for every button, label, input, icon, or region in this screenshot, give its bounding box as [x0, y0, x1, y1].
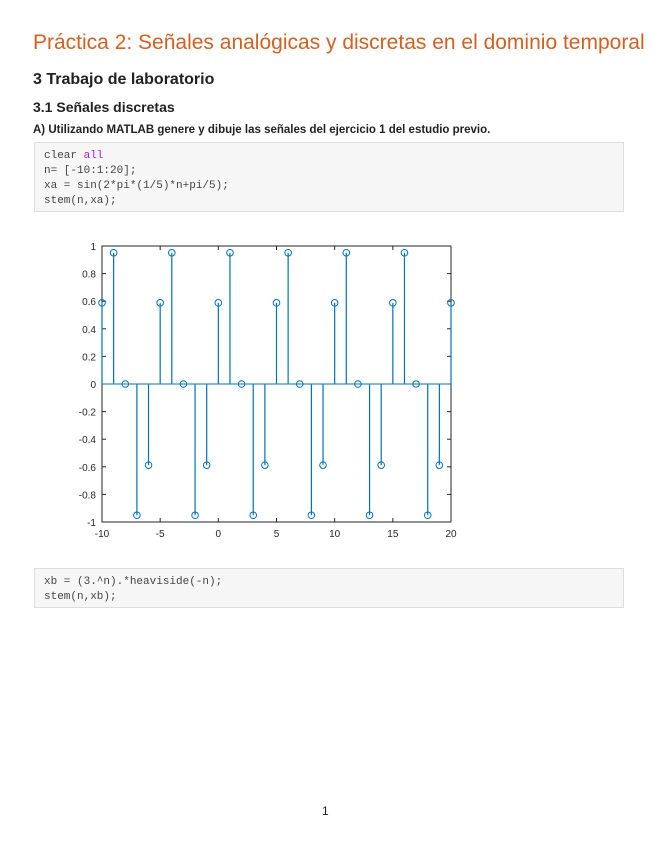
code-line: clear all	[44, 149, 623, 164]
stem-marker	[272, 299, 281, 307]
y-tick-label: -0.4	[79, 435, 97, 446]
stem-marker	[214, 299, 223, 307]
x-tick-label: -5	[156, 529, 165, 540]
y-tick-label: -1	[87, 518, 96, 529]
stem-marker	[156, 299, 164, 307]
stem-marker	[319, 461, 327, 469]
stem-marker	[342, 248, 351, 257]
y-tick-label: 0.6	[82, 297, 96, 308]
stem-marker	[261, 461, 269, 469]
stem-marker	[389, 299, 397, 307]
x-tick-label: 20	[445, 529, 457, 540]
stem-marker	[295, 380, 304, 388]
y-tick-label: 0.8	[82, 270, 96, 281]
code-block-2[interactable]: xb = (3.^n).*heaviside(-n); stem(n,xb);	[34, 568, 624, 608]
stem-marker	[447, 299, 455, 307]
x-tick-label: 5	[274, 529, 280, 540]
stem-marker	[435, 461, 444, 469]
code-line: xb = (3.^n).*heaviside(-n);	[44, 576, 223, 588]
stem-marker	[133, 511, 141, 520]
code-text: clear	[44, 150, 84, 162]
section-heading: 3 Trabajo de laboratorio	[33, 71, 215, 88]
y-tick-label: -0.2	[79, 408, 97, 419]
subsection-heading: 3.1 Señales discretas	[33, 99, 175, 115]
code-line: xa = sin(2*pi*(1/5)*n+pi/5);	[44, 180, 229, 192]
stem-marker	[400, 248, 409, 257]
stem-marker	[365, 511, 374, 520]
stem-marker	[98, 299, 106, 307]
stem-marker	[354, 380, 362, 388]
y-tick-label: 1	[90, 242, 96, 253]
y-tick-label: -0.8	[79, 490, 97, 501]
stem-marker	[226, 248, 234, 257]
code-line: n= [-10:1:20];	[44, 165, 137, 177]
x-tick-label: 15	[387, 529, 399, 540]
stem-marker	[307, 511, 316, 520]
page-title: Práctica 2: Señales analógicas y discret…	[33, 31, 645, 54]
stem-marker	[412, 380, 420, 388]
stem-marker	[168, 248, 176, 257]
stem-marker	[179, 380, 188, 388]
stem-marker	[202, 461, 211, 469]
y-tick-label: 0	[90, 380, 96, 391]
stem-marker	[191, 511, 199, 520]
stem-marker	[237, 380, 246, 388]
code-block-1[interactable]: clear all n= [-10:1:20]; xa = sin(2*pi*(…	[34, 142, 624, 212]
page-number: 1	[322, 804, 329, 818]
code-keyword: all	[83, 150, 104, 162]
stem-marker	[109, 248, 118, 257]
x-tick-label: 10	[329, 529, 341, 540]
y-tick-label: 0.2	[82, 352, 96, 363]
stem-chart: -10 -5 0 5 10 15 20 -1 -0.8 -0.6 -0.4 -0.2 0 0.2 0.4 0.…	[79, 242, 457, 540]
stem-marker	[249, 511, 258, 520]
instruction-text: A) Utilizando MATLAB genere y dibuje las…	[33, 124, 491, 136]
code-line: stem(n,xa);	[44, 195, 117, 207]
stem-marker	[377, 461, 386, 469]
stem-marker	[144, 461, 153, 469]
y-tick-label: -0.6	[79, 463, 97, 474]
x-tick-label: 0	[216, 529, 222, 540]
code-line: stem(n,xb);	[44, 591, 117, 603]
stem-marker	[423, 511, 432, 520]
y-tick-label: 0.4	[82, 325, 96, 336]
stem-marker	[330, 299, 339, 307]
stem-marker	[284, 248, 292, 257]
stem-marker	[121, 380, 130, 388]
x-tick-label: -10	[95, 529, 110, 540]
